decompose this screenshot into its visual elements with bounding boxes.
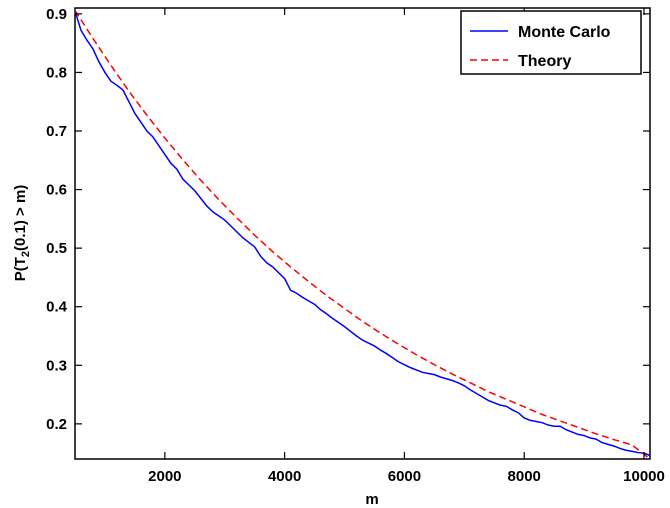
y-tick-label: 0.7 (46, 123, 67, 140)
legend-label-theory: Theory (518, 53, 571, 70)
series-line-theory (74, 9, 651, 460)
y-tick-label: 0.4 (46, 299, 68, 316)
y-axis-label-main: P(T (12, 257, 29, 281)
x-axis-label: m (365, 491, 378, 508)
x-tick-label: 4000 (268, 468, 301, 485)
y-tick-label: 0.6 (46, 182, 67, 199)
x-tick-label: 8000 (508, 468, 541, 485)
y-tick-label: 0.8 (46, 64, 67, 81)
axes-ticks: 2000 4000 6000 8000 10000 0.2 0.3 0.4 0.5 0.6 0.7 0… (46, 6, 665, 485)
plot-frame (74, 7, 651, 460)
y-tick-label: 0.3 (46, 357, 67, 374)
legend-label-monte-carlo: Monte Carlo (518, 24, 611, 41)
y-axis-label-subscript: 2 (20, 251, 32, 257)
legend: Monte Carlo Theory (460, 10, 642, 75)
x-tick-label: 2000 (148, 468, 181, 485)
legend-box (460, 10, 642, 75)
plot-area (74, 7, 651, 460)
x-tick-label: 6000 (388, 468, 421, 485)
y-tick-label: 0.9 (46, 6, 67, 23)
x-tick-label: 10000 (623, 468, 665, 485)
series-line-monte-carlo (74, 10, 651, 457)
y-tick-label: 0.2 (46, 416, 67, 433)
y-axis-label: P(T2(0.1) > m) (12, 185, 32, 282)
y-axis-label-rest: (0.1) > m) (12, 185, 29, 251)
y-tick-label: 0.5 (46, 240, 67, 257)
